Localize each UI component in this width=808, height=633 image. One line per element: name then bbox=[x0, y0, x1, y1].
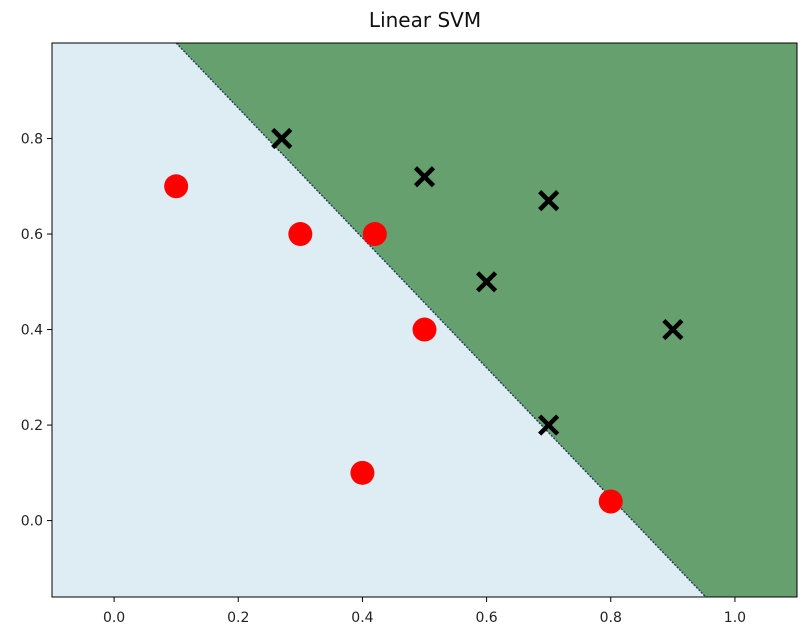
data-point-circle bbox=[350, 460, 375, 485]
axes-frame bbox=[51, 42, 798, 598]
data-point-x bbox=[538, 414, 560, 436]
region-class-b bbox=[176, 43, 797, 597]
y-tick-label: 0.8 bbox=[21, 132, 43, 148]
x-tick-label: 0.4 bbox=[351, 610, 373, 626]
data-point-circle bbox=[288, 222, 313, 247]
x-tick-label: 0.6 bbox=[475, 610, 497, 626]
data-point-circle bbox=[362, 222, 387, 247]
data-point-x bbox=[475, 271, 498, 293]
region-class-a bbox=[52, 43, 706, 597]
data-point-circle bbox=[598, 489, 623, 514]
data-point-x bbox=[538, 190, 560, 212]
data-point-circle bbox=[412, 317, 437, 342]
y-tick-label: 0.6 bbox=[21, 227, 43, 243]
data-point-x bbox=[413, 166, 436, 188]
x-tick-label: 0.8 bbox=[600, 610, 622, 626]
x-tick-label: 0.2 bbox=[227, 610, 249, 626]
chart-title: Linear SVM bbox=[369, 8, 481, 32]
x-tick-label: 0.0 bbox=[103, 610, 125, 626]
data-point-circle bbox=[164, 174, 189, 199]
x-tick-label: 1.0 bbox=[724, 610, 746, 626]
data-point-x bbox=[662, 318, 684, 341]
y-tick-label: 0.4 bbox=[21, 323, 43, 339]
data-point-x bbox=[271, 127, 293, 150]
y-tick-label: 0.2 bbox=[21, 418, 43, 434]
plot-area bbox=[52, 43, 797, 597]
axes: 0.0 0.2 0.4 0.6 0.8 1.0 0.0 0.2 0.4 0.6 0.8 bbox=[21, 42, 798, 626]
y-tick-label: 0.0 bbox=[21, 514, 43, 530]
